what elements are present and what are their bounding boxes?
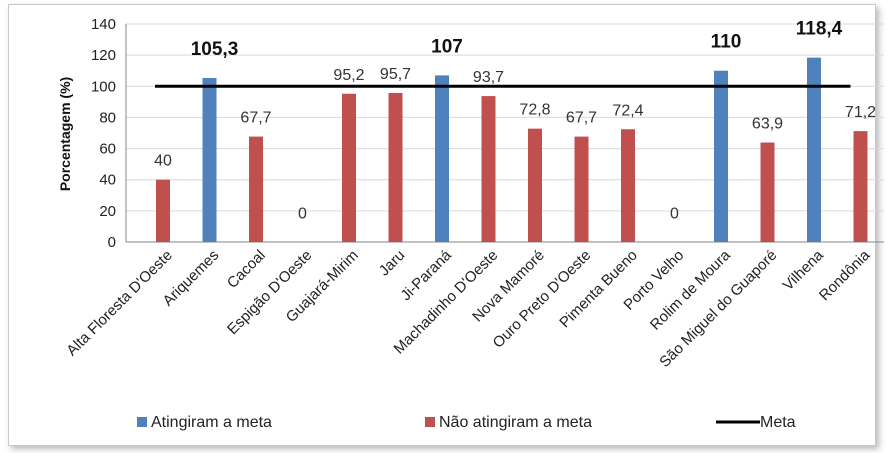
- bar-not-met: [388, 92, 403, 242]
- x-tick-label: Cacoal: [224, 247, 269, 292]
- x-tick-label: Jaru: [376, 247, 409, 280]
- bar-not-met: [528, 128, 542, 242]
- legend-label-met: Atingiram a meta: [151, 414, 272, 431]
- data-label: 110: [711, 32, 742, 53]
- data-label: 93,7: [473, 69, 504, 86]
- x-tick-label: Rolim de Moura: [647, 246, 734, 333]
- data-label: 67,7: [240, 110, 271, 127]
- legend-swatch-met: [137, 417, 147, 427]
- bar-met: [435, 75, 449, 242]
- data-label: 71,2: [845, 104, 876, 121]
- data-label: 40: [154, 153, 172, 170]
- x-tick-label: Espigão D'Oeste: [224, 247, 315, 338]
- bar-not-met: [481, 96, 496, 243]
- bar-met: [202, 78, 217, 242]
- y-tick-label: 40: [99, 172, 116, 189]
- y-tick-label: 60: [99, 141, 116, 158]
- data-label: 0: [670, 206, 679, 223]
- y-tick-label: 0: [108, 234, 116, 251]
- legend: Atingiram a meta Não atingiram a meta Meta: [137, 414, 796, 431]
- data-label: 63,9: [752, 115, 783, 132]
- bar-not-met: [853, 131, 868, 242]
- legend-label-not-met: Não atingiram a meta: [439, 414, 592, 431]
- data-label: 72,4: [612, 102, 643, 119]
- bar-met: [807, 57, 821, 243]
- bar-not-met: [574, 136, 589, 242]
- bar-not-met: [156, 179, 170, 242]
- data-label: 67,7: [566, 110, 597, 127]
- data-label: 0: [298, 206, 307, 223]
- y-tick-label: 140: [91, 16, 116, 33]
- bar-not-met: [760, 142, 775, 242]
- y-tick-label: 100: [91, 78, 116, 95]
- y-tick-label: 20: [99, 203, 116, 220]
- data-labels: 40 105,3 67,7 0 95,2 95,7 107 93,7 72,8 67,7 72,4 0…: [154, 19, 876, 223]
- data-label: 72,8: [519, 102, 550, 119]
- bar-not-met: [249, 136, 263, 242]
- data-label: 118,4: [796, 19, 843, 40]
- y-axis-ticks: 0 20 40 60 80 100 120 140: [91, 16, 116, 251]
- legend-label-meta: Meta: [760, 414, 796, 431]
- x-tick-label: Alta Floresta D'Oeste: [63, 247, 175, 359]
- bar-met: [714, 70, 728, 242]
- x-tick-label: Rondônia: [816, 246, 874, 304]
- y-tick-label: 80: [99, 109, 116, 126]
- legend-swatch-not-met: [425, 417, 435, 427]
- y-axis-label: Porcentagem (%): [57, 77, 73, 191]
- bar-not-met: [342, 93, 356, 242]
- data-label: 95,2: [333, 67, 364, 84]
- data-label: 95,7: [380, 66, 411, 83]
- bar-not-met: [621, 129, 635, 242]
- bars: [156, 57, 868, 243]
- y-tick-label: 120: [91, 47, 116, 64]
- data-label: 105,3: [191, 39, 239, 60]
- data-label: 107: [431, 36, 463, 57]
